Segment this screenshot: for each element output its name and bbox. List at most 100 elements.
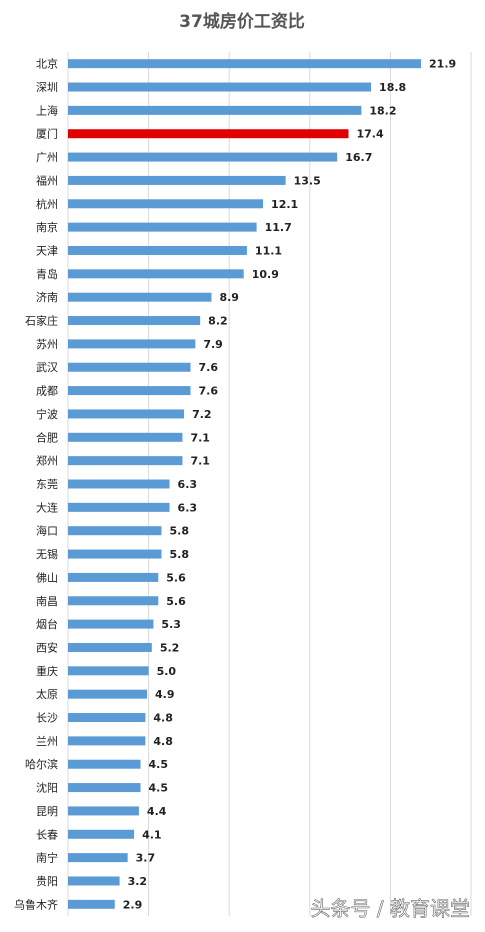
- value-label: 6.3: [178, 501, 198, 514]
- bar: [68, 245, 247, 255]
- bar: [68, 549, 162, 559]
- value-label: 7.9: [203, 338, 223, 351]
- y-tick-label: 杭州: [36, 197, 58, 211]
- chart-title: 37城房价工资比: [179, 11, 305, 32]
- y-tick-label: 重庆: [36, 664, 58, 678]
- y-tick-label: 太原: [36, 688, 58, 701]
- bar: [68, 199, 264, 209]
- bar: [68, 269, 244, 279]
- value-label: 5.0: [157, 665, 177, 678]
- value-label: 18.8: [379, 81, 406, 94]
- y-tick-label: 海口: [36, 524, 58, 538]
- y-tick-label: 成都: [36, 385, 58, 398]
- y-tick-label: 贵阳: [36, 875, 58, 888]
- value-label: 6.3: [178, 478, 198, 491]
- value-label: 2.9: [123, 898, 143, 911]
- bar: [68, 175, 286, 185]
- value-label: 3.7: [136, 852, 156, 865]
- bar: [68, 152, 338, 162]
- y-tick-label: 上海: [36, 103, 58, 117]
- y-tick-label: 哈尔滨: [25, 757, 58, 771]
- value-label: 4.8: [153, 735, 173, 748]
- y-tick-label: 济南: [36, 290, 58, 304]
- bar: [68, 292, 212, 302]
- value-label: 16.7: [345, 151, 372, 164]
- y-tick-label: 郑州: [36, 454, 58, 468]
- y-tick-label: 宁波: [36, 407, 58, 421]
- bar: [68, 222, 257, 232]
- bar: [68, 526, 162, 536]
- bar: [68, 899, 115, 909]
- bar: [68, 572, 159, 582]
- y-tick-label: 南昌: [36, 595, 58, 608]
- y-tick-label: 兰州: [36, 735, 58, 748]
- y-tick-label: 佛山: [36, 571, 58, 584]
- bar: [68, 642, 152, 652]
- y-tick-label: 大连: [36, 500, 58, 514]
- value-label: 5.2: [160, 641, 180, 654]
- y-tick-label: 武汉: [36, 361, 58, 374]
- value-label: 12.1: [271, 198, 298, 211]
- value-label: 5.6: [166, 571, 186, 584]
- bar: [68, 316, 201, 326]
- value-label: 8.2: [208, 315, 228, 328]
- bar: [68, 596, 159, 606]
- value-label: 4.5: [149, 782, 169, 795]
- bar: [68, 783, 141, 793]
- value-label: 7.6: [199, 385, 219, 398]
- value-label: 4.4: [147, 805, 167, 818]
- value-label: 3.2: [128, 875, 148, 888]
- value-label: 5.8: [169, 525, 189, 538]
- bar: [68, 479, 170, 489]
- value-label: 5.6: [166, 595, 186, 608]
- y-tick-label: 广州: [36, 151, 58, 164]
- y-tick-label: 青岛: [36, 267, 58, 281]
- y-tick-label: 北京: [36, 57, 58, 71]
- bar: [68, 829, 135, 839]
- value-label: 17.4: [356, 128, 383, 141]
- bar: [68, 82, 372, 92]
- bar: [68, 59, 422, 69]
- y-tick-label: 东莞: [36, 478, 58, 491]
- value-label: 7.2: [192, 408, 212, 421]
- value-label: 21.9: [429, 58, 456, 71]
- y-tick-label: 昆明: [36, 805, 58, 818]
- value-label: 10.9: [252, 268, 279, 281]
- bar: [68, 759, 141, 769]
- bar: [68, 432, 183, 442]
- y-tick-label: 天津: [36, 244, 58, 257]
- bar: [68, 386, 191, 396]
- bar: [68, 456, 183, 466]
- y-tick-label: 厦门: [36, 127, 58, 141]
- value-label: 11.7: [265, 221, 292, 234]
- y-tick-label: 长春: [36, 828, 58, 841]
- y-tick-label: 烟台: [36, 617, 58, 631]
- bar: [68, 129, 349, 139]
- bar: [68, 853, 128, 863]
- bar: [68, 736, 146, 746]
- y-tick-label: 苏州: [36, 338, 58, 351]
- y-tick-label: 石家庄: [25, 314, 58, 328]
- bar: [68, 666, 149, 676]
- value-label: 7.1: [190, 431, 210, 444]
- value-label: 7.6: [199, 361, 219, 374]
- bar: [68, 876, 120, 886]
- watermark: 头条号 / 教育课堂: [311, 897, 470, 921]
- bar: [68, 339, 196, 349]
- value-label: 5.3: [161, 618, 181, 631]
- value-label: 4.1: [142, 828, 162, 841]
- bar: [68, 409, 185, 419]
- value-label: 18.2: [369, 104, 396, 117]
- y-tick-label: 沈阳: [36, 781, 58, 795]
- value-label: 11.1: [255, 244, 282, 257]
- value-label: 7.1: [190, 455, 210, 468]
- y-tick-label: 乌鲁木齐: [14, 897, 58, 911]
- bar: [68, 619, 154, 629]
- y-tick-label: 南京: [36, 220, 58, 234]
- y-tick-label: 福州: [36, 173, 58, 187]
- bar: [68, 713, 146, 723]
- value-label: 4.8: [153, 712, 173, 725]
- y-tick-label: 合肥: [36, 430, 58, 444]
